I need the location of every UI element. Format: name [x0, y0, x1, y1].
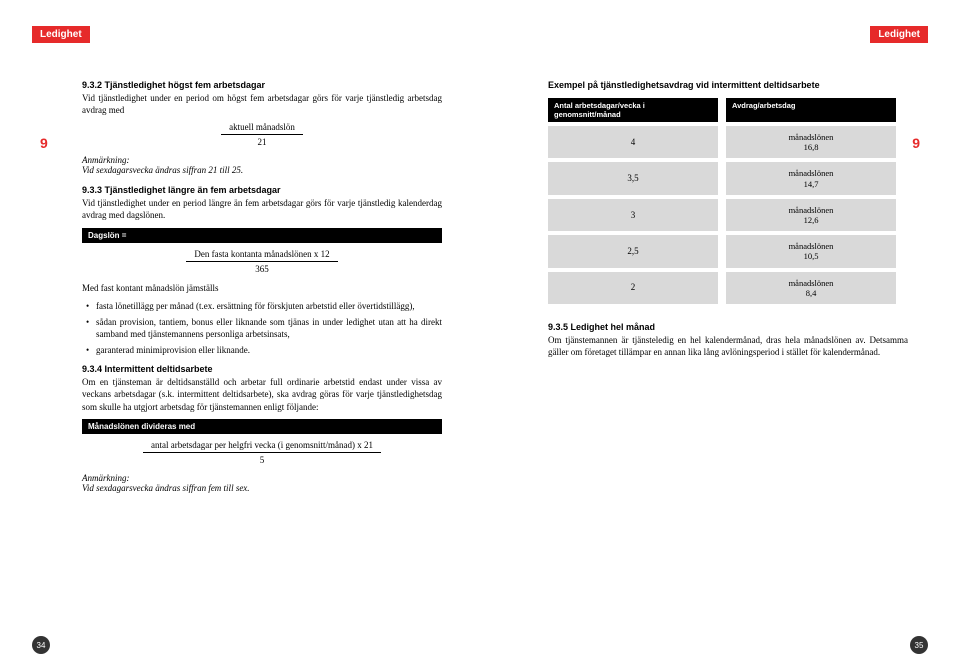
cell-days-1: 3,5: [548, 162, 718, 194]
formula-933-numerator: Den fasta kontanta månadslönen x 12: [186, 249, 337, 262]
equiv-line: Med fast kontant månadslön jämställs: [82, 282, 442, 294]
formula-934: antal arbetsdagar per helgfri vecka (i g…: [82, 440, 442, 465]
cell-deduction-3: månadslönen 10,5: [726, 235, 896, 267]
example-title: Exempel på tjänstledighetsavdrag vid int…: [548, 80, 908, 90]
note-934-label: Anmärkning:: [82, 473, 442, 483]
cell-bot-1: 14,7: [732, 179, 890, 189]
cell-days-0: 4: [548, 126, 718, 158]
table-header-col2: Avdrag/arbetsdag: [726, 98, 896, 122]
formula-934-denominator: 5: [82, 453, 442, 465]
note-934-text: Vid sexdagarsvecka ändras siffran fem ti…: [82, 483, 442, 493]
cell-bot-0: 16,8: [732, 142, 890, 152]
cell-top-2: månadslönen: [732, 205, 890, 215]
table-row: 2 månadslönen 8,4: [548, 272, 908, 304]
cell-bot-4: 8,4: [732, 288, 890, 298]
example-table-header: Antal arbetsdagar/vecka i genomsnitt/mån…: [548, 98, 908, 122]
cell-bot-2: 12,6: [732, 215, 890, 225]
section-935-para: Om tjänstemannen är tjänsteledig en hel …: [548, 334, 908, 358]
right-column: Exempel på tjänstledighetsavdrag vid int…: [548, 80, 908, 364]
margin-number-left: 9: [40, 135, 48, 151]
note-932-text: Vid sexdagarsvecka ändras siffran 21 til…: [82, 165, 442, 175]
cell-deduction-2: månadslönen 12,6: [726, 199, 896, 231]
header-right: Ledighet: [870, 26, 928, 43]
formula-932: aktuell månadslön 21: [82, 122, 442, 147]
header-left: Ledighet: [32, 26, 90, 43]
table-row: 2,5 månadslönen 10,5: [548, 235, 908, 267]
formula-933: Den fasta kontanta månadslönen x 12 365: [82, 249, 442, 274]
note-932-label: Anmärkning:: [82, 155, 442, 165]
margin-number-right: 9: [912, 135, 920, 151]
section-935-heading: 9.3.5 Ledighet hel månad: [548, 322, 908, 332]
section-934-heading: 9.3.4 Intermittent deltidsarbete: [82, 364, 442, 374]
page-number-left: 34: [32, 636, 50, 654]
section-932-para: Vid tjänstledighet under en period om hö…: [82, 92, 442, 116]
formula-934-numerator: antal arbetsdagar per helgfri vecka (i g…: [143, 440, 381, 453]
cell-days-2: 3: [548, 199, 718, 231]
cell-top-0: månadslönen: [732, 132, 890, 142]
cell-top-1: månadslönen: [732, 168, 890, 178]
table-row: 4 månadslönen 16,8: [548, 126, 908, 158]
cell-deduction-4: månadslönen 8,4: [726, 272, 896, 304]
section-932-heading: 9.3.2 Tjänstledighet högst fem arbetsdag…: [82, 80, 442, 90]
page-number-right: 35: [910, 636, 928, 654]
cell-top-4: månadslönen: [732, 278, 890, 288]
bullet-3: garanterad minimiprovision eller liknand…: [82, 344, 442, 356]
table-row: 3,5 månadslönen 14,7: [548, 162, 908, 194]
table-row: 3 månadslönen 12,6: [548, 199, 908, 231]
formula-932-numerator: aktuell månadslön: [221, 122, 303, 135]
bullet-1: fasta lönetillägg per månad (t.ex. ersät…: [82, 300, 442, 312]
cell-bot-3: 10,5: [732, 251, 890, 261]
bullet-list: fasta lönetillägg per månad (t.ex. ersät…: [82, 300, 442, 357]
formula-933-denominator: 365: [82, 262, 442, 274]
section-933-heading: 9.3.3 Tjänstledighet längre än fem arbet…: [82, 185, 442, 195]
section-933-para: Vid tjänstledighet under en period längr…: [82, 197, 442, 221]
table-header-col1: Antal arbetsdagar/vecka i genomsnitt/mån…: [548, 98, 718, 122]
left-column: 9.3.2 Tjänstledighet högst fem arbetsdag…: [82, 80, 442, 503]
dagslon-bar: Dagslön =: [82, 228, 442, 243]
cell-days-4: 2: [548, 272, 718, 304]
cell-days-3: 2,5: [548, 235, 718, 267]
cell-top-3: månadslönen: [732, 241, 890, 251]
section-934-para: Om en tjänsteman är deltidsanställd och …: [82, 376, 442, 412]
divideras-bar: Månadslönen divideras med: [82, 419, 442, 434]
formula-932-denominator: 21: [82, 135, 442, 147]
bullet-2: sådan provision, tantiem, bonus eller li…: [82, 316, 442, 340]
cell-deduction-0: månadslönen 16,8: [726, 126, 896, 158]
cell-deduction-1: månadslönen 14,7: [726, 162, 896, 194]
